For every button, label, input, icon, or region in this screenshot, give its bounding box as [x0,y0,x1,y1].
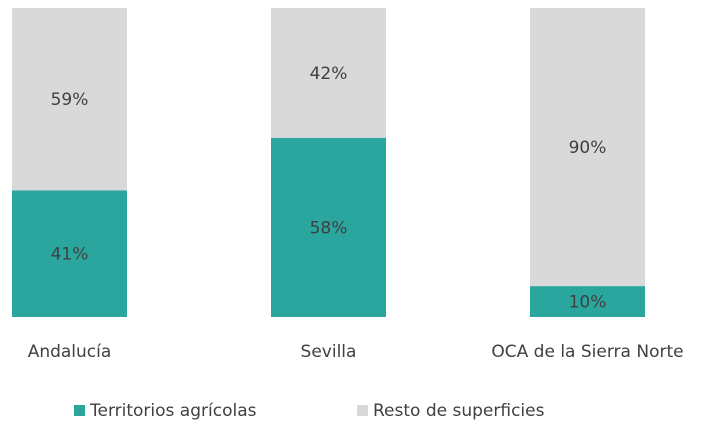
data-label: 42% [310,64,348,84]
data-label: 59% [51,90,89,110]
bar-segment [271,8,386,138]
bar-segment [12,190,127,317]
data-label: 90% [569,138,607,158]
legend-swatch [357,405,368,416]
bar-segment [530,8,645,287]
legend-swatch [74,405,85,416]
x-tick-label: Andalucía [28,342,112,362]
bar-segment [530,286,645,317]
x-tick-label: Sevilla [301,342,357,362]
x-tick-label: OCA de la Sierra Norte [491,342,683,362]
bar-segment [12,8,127,191]
legend-label: Territorios agrícolas [89,401,257,421]
data-label: 41% [51,245,89,265]
legend-label: Resto de superficies [373,401,545,421]
bar-segment [271,137,386,317]
data-label: 58% [310,218,348,238]
data-label: 10% [569,293,607,313]
